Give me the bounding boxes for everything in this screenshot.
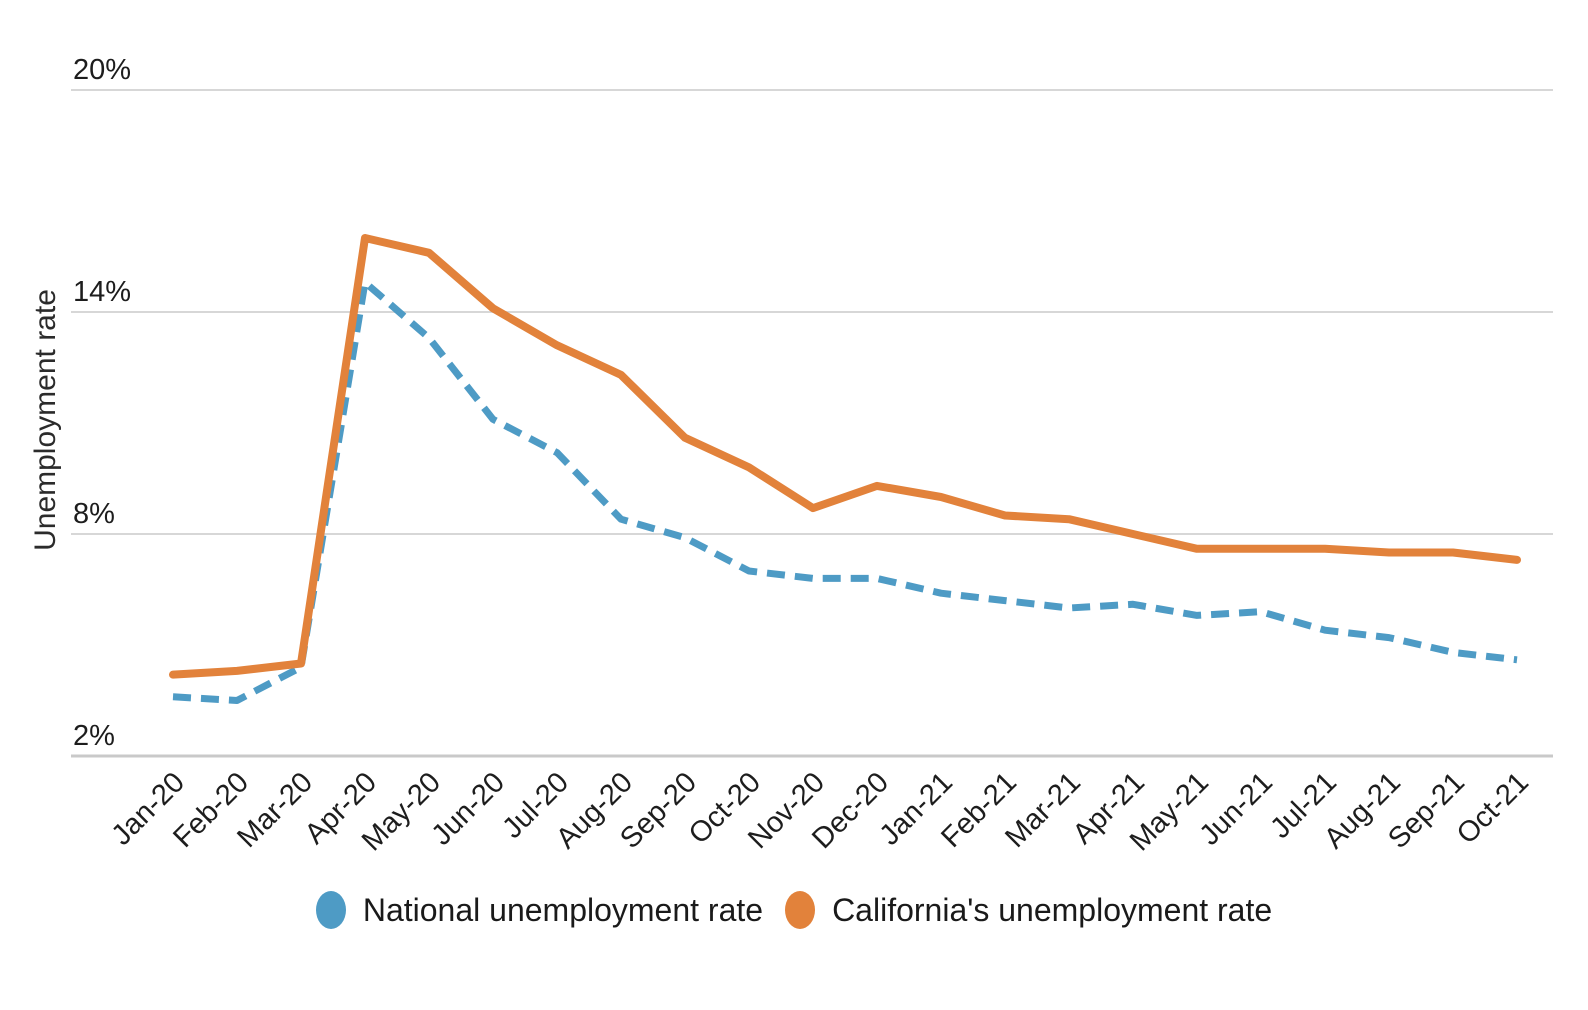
series-line-1 — [169, 234, 1521, 679]
y-tick-label: 14% — [73, 276, 131, 308]
legend-label-california: California's unemployment rate — [832, 891, 1273, 928]
y-tick-label: 2% — [73, 720, 115, 752]
series-line-0 — [172, 278, 1518, 704]
legend-label-national: National unemployment rate — [362, 891, 764, 928]
y-axis-title: Unemployment rate — [29, 289, 62, 551]
legend-item-national: National unemployment rate — [315, 891, 764, 929]
legend-marker-california-icon — [785, 891, 816, 929]
x-tick-label: Jun-21 — [1194, 766, 1279, 851]
y-tick-label: 20% — [73, 54, 131, 86]
y-tick-label: 8% — [73, 498, 115, 530]
legend-item-california: California's unemployment rate — [785, 891, 1272, 929]
chart-legend: National unemployment rate California's … — [0, 891, 1588, 929]
x-tick-label: Jun-20 — [426, 766, 511, 851]
legend-marker-national-icon — [315, 891, 346, 929]
x-tick-label: Oct-21 — [1451, 766, 1535, 850]
